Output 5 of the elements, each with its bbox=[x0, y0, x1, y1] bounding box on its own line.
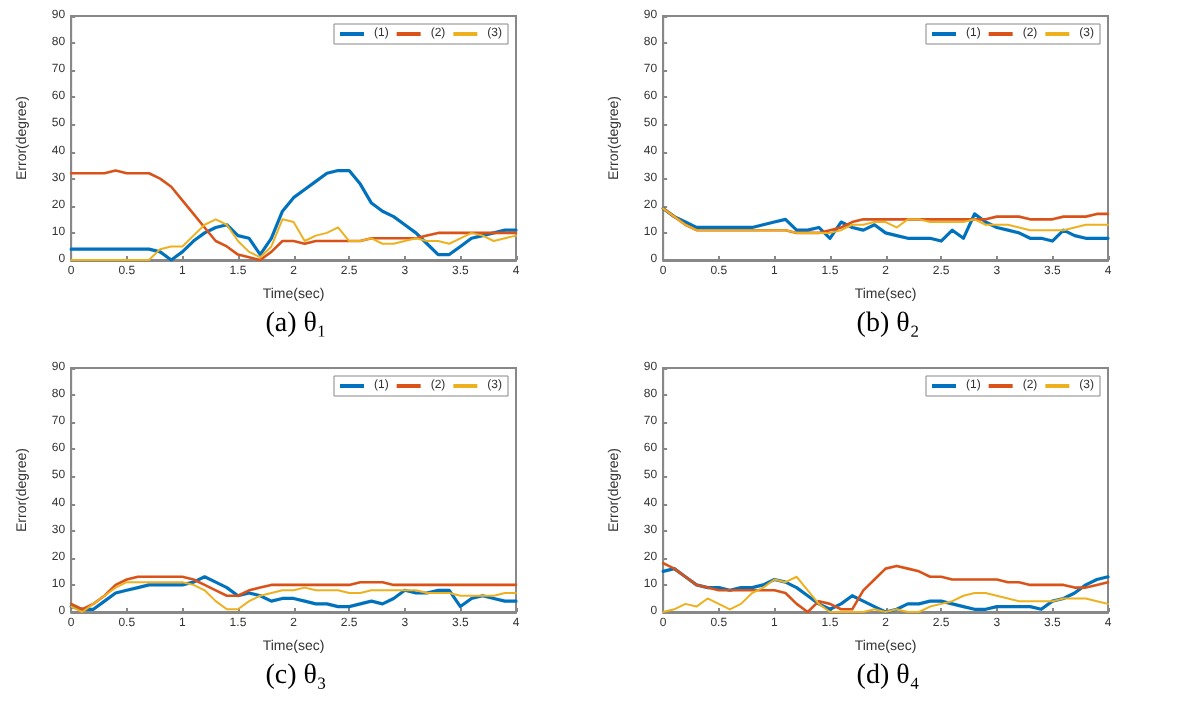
text: (a) θ₁ bbox=[265, 309, 327, 339]
text: (b) θ₂ bbox=[856, 309, 920, 339]
text: (c) θ₃ bbox=[265, 661, 327, 691]
text: (d) θ₄ bbox=[856, 661, 920, 691]
line-series bbox=[661, 206, 1110, 243]
